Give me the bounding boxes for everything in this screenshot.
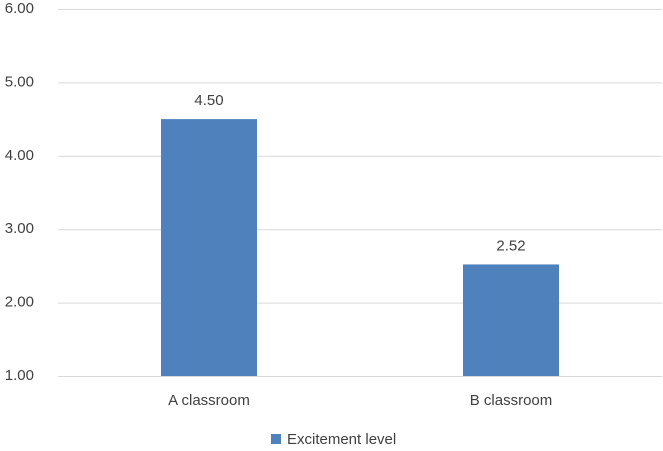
bar	[463, 264, 559, 376]
x-tick-label: A classroom	[168, 392, 250, 409]
y-tick-label: 6.00	[5, 0, 34, 17]
y-tick-label: 1.00	[5, 367, 34, 384]
bar	[161, 119, 257, 376]
y-tick-label: 3.00	[5, 220, 34, 237]
data-label: 4.50	[194, 92, 223, 109]
y-tick-label: 2.00	[5, 294, 34, 311]
x-tick-label: B classroom	[470, 392, 553, 409]
y-tick-label: 5.00	[5, 73, 34, 90]
y-tick-label: 4.00	[5, 147, 34, 164]
legend-label: Excitement level	[287, 431, 396, 448]
data-label: 2.52	[496, 237, 525, 254]
legend-swatch	[271, 434, 281, 444]
